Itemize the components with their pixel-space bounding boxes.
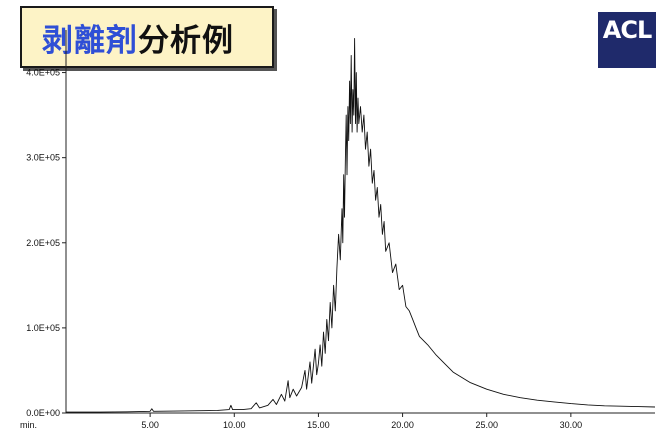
y-tick-label: 2.0E+05 <box>26 238 60 248</box>
y-tick-label: 4.0E+05 <box>26 68 60 78</box>
x-tick-label: 25.00 <box>475 420 498 430</box>
y-tick-label: 1.0E+05 <box>26 323 60 333</box>
page-title-box: 剥離剤 分析例 <box>20 6 274 68</box>
x-axis-label: min. <box>20 420 37 430</box>
x-tick-label: 15.00 <box>307 420 330 430</box>
x-tick-label: 5.00 <box>141 420 159 430</box>
title-part-black: 分析例 <box>138 22 234 59</box>
acl-logo: ACL <box>598 12 656 68</box>
x-tick-label: 10.00 <box>223 420 246 430</box>
y-tick-label: 0.0E+00 <box>26 408 60 418</box>
logo-text: ACL <box>602 16 652 44</box>
title-part-blue: 剥離剤 <box>42 22 138 59</box>
x-tick-label: 30.00 <box>560 420 583 430</box>
chromatogram-trace <box>66 38 656 413</box>
y-tick-label: 3.0E+05 <box>26 153 60 163</box>
x-tick-label: 20.00 <box>391 420 414 430</box>
